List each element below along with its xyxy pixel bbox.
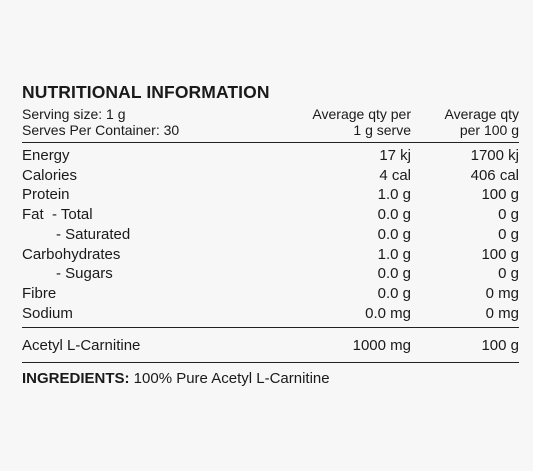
per-serve-header: Average qty per 1 g serve xyxy=(261,106,411,138)
per-100g-value: 0 mg xyxy=(485,304,519,322)
per-serve-value: 0.0 mg xyxy=(365,304,411,322)
per-100g-value: 1700 kj xyxy=(470,147,519,164)
nutrient-label: - Saturated xyxy=(56,225,131,243)
nutrient-label: Fat - Total xyxy=(22,206,93,224)
nutrient-label: - Sugars xyxy=(56,265,113,283)
ingredients-label: INGREDIENTS: xyxy=(22,370,130,388)
table-header: Serving size: 1 g Serves Per Container: … xyxy=(22,106,519,143)
ingredients-line: INGREDIENTS: 100% Pure Acetyl L-Carnitin… xyxy=(22,363,519,389)
per-serve-header-line2: 1 g serve xyxy=(353,122,411,138)
table-row: - Sugars 0.0 g 0 g xyxy=(22,264,519,284)
nutrient-label: Protein xyxy=(22,186,70,204)
per-100g-header-line1: Average qty xyxy=(444,106,519,122)
per-100g-value: 100 g xyxy=(481,245,519,263)
per-100g-value: 406 cal xyxy=(470,166,519,184)
nutrient-label: Carbohydrates xyxy=(22,245,121,263)
acetyl-per-100g: 100 g xyxy=(481,337,519,355)
per-serve-value: 1.0 g xyxy=(377,245,411,263)
per-serve-value: 0.0 g xyxy=(377,284,411,302)
table-row: Fibre 0.0 g 0 mg xyxy=(22,284,519,304)
per-serve-value: 0.0 g xyxy=(377,225,411,243)
panel-title: NUTRITIONAL INFORMATION xyxy=(22,82,270,102)
table-row: - Saturated 0.0 g 0 g xyxy=(22,225,519,245)
nutrient-label: Energy xyxy=(22,147,70,164)
ingredients-text: 100% Pure Acetyl L-Carnitine xyxy=(129,370,330,388)
table-row: Calories 4 cal 406 cal xyxy=(22,166,519,186)
serving-info: Serving size: 1 g Serves Per Container: … xyxy=(22,106,261,138)
table-row: Fat - Total 0.0 g 0 g xyxy=(22,205,519,225)
per-serve-value: 0.0 g xyxy=(377,206,411,224)
table-row: Energy 17 kj 1700 kj xyxy=(22,146,519,166)
acetyl-per-serve: 1000 mg xyxy=(352,337,411,355)
acetyl-row: Acetyl L-Carnitine 1000 mg 100 g xyxy=(22,328,519,364)
per-100g-value: 0 mg xyxy=(485,284,519,302)
table-row: Carbohydrates 1.0 g 100 g xyxy=(22,245,519,265)
nutrient-label: Sodium xyxy=(22,304,73,322)
acetyl-label: Acetyl L-Carnitine xyxy=(22,337,141,355)
per-serve-value: 1.0 g xyxy=(377,186,411,204)
per-100g-value: 0 g xyxy=(498,225,519,243)
serves-per-container: Serves Per Container: 30 xyxy=(22,122,180,138)
per-serve-header-line1: Average qty per xyxy=(312,106,411,122)
per-serve-value: 4 cal xyxy=(379,166,411,184)
nutrient-rows: Energy 17 kj 1700 kj Calories 4 cal 406 … xyxy=(22,143,519,329)
per-100g-header-line2: per 100 g xyxy=(459,122,519,138)
per-serve-value: 0.0 g xyxy=(377,265,411,283)
per-100g-header: Average qty per 100 g xyxy=(411,106,519,138)
nutrient-label: Calories xyxy=(22,166,78,184)
table-row: Sodium 0.0 mg 0 mg xyxy=(22,304,519,324)
per-100g-value: 100 g xyxy=(481,186,519,204)
per-100g-value: 0 g xyxy=(498,265,519,283)
nutrient-label: Fibre xyxy=(22,284,57,302)
serving-size: Serving size: 1 g xyxy=(22,106,126,122)
per-100g-value: 0 g xyxy=(498,206,519,224)
nutrition-panel: NUTRITIONAL INFORMATION Serving size: 1 … xyxy=(22,80,519,389)
table-row: Protein 1.0 g 100 g xyxy=(22,185,519,205)
per-serve-value: 17 kj xyxy=(379,147,411,164)
